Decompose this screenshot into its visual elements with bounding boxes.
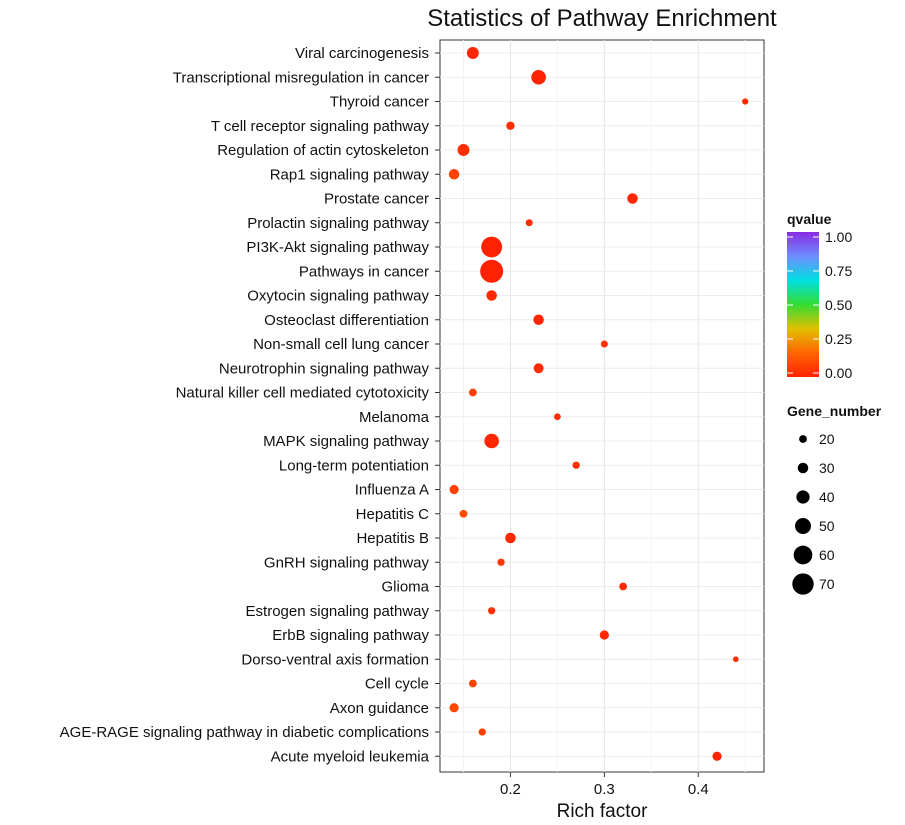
size-legend-dot (792, 573, 814, 595)
y-tick-label: PI3K-Akt signaling pathway (246, 239, 429, 256)
gene-number-legend-label: 60 (819, 547, 835, 563)
gene-number-legend: Gene_number 20 30 40 50 60 70 (787, 403, 882, 595)
size-legend-dot (793, 545, 813, 565)
y-tick-label: T cell receptor signaling pathway (211, 118, 430, 135)
data-point (486, 290, 497, 301)
vertical-grid (462, 40, 746, 772)
data-point (481, 236, 503, 258)
plot-panel (439, 39, 765, 773)
qvalue-legend-label: 0.00 (825, 365, 852, 381)
data-point (457, 144, 470, 156)
gene-number-legend-label: 40 (819, 489, 835, 505)
data-point (488, 607, 496, 615)
data-point (484, 433, 499, 449)
data-point (533, 314, 544, 326)
y-tick-label: Prolactin signaling pathway (247, 215, 429, 232)
qvalue-legend-label: 1.00 (825, 229, 852, 245)
data-point (448, 168, 460, 180)
size-legend-dot (795, 518, 811, 534)
chart-title: Statistics of Pathway Enrichment (427, 5, 777, 32)
gene-number-legend-label: 30 (819, 460, 835, 476)
data-point (627, 193, 638, 204)
gene-number-legend-items: 20 30 40 50 60 70 (792, 431, 835, 595)
y-tick-label: Non-small cell lung cancer (253, 336, 429, 353)
x-tick-label: 0.4 (688, 781, 709, 798)
y-tick-label: Glioma (381, 579, 429, 596)
data-point (449, 484, 459, 495)
qvalue-legend-title: qvalue (787, 211, 832, 227)
data-point (600, 340, 608, 348)
data-point (506, 121, 515, 130)
data-point (505, 532, 516, 544)
y-tick-label: Hepatitis B (356, 530, 429, 547)
data-point (732, 656, 739, 663)
data-point (554, 413, 561, 421)
size-legend-dot (799, 435, 807, 443)
horizontal-grid (440, 52, 764, 757)
y-tick-label: Dorso-ventral axis formation (241, 651, 429, 668)
y-tick-label: Cell cycle (365, 676, 429, 693)
data-point (712, 751, 722, 761)
data-point (533, 363, 544, 374)
y-tick-label: Neurotrophin signaling pathway (219, 360, 430, 377)
y-tick-label: Pathways in cancer (299, 263, 429, 280)
y-tick-label: Regulation of actin cytoskeleton (217, 142, 429, 159)
data-point (459, 509, 468, 518)
data-points (448, 47, 749, 761)
plot-area (439, 39, 765, 773)
size-legend-dot (796, 490, 810, 504)
data-point (599, 630, 609, 640)
qvalue-legend: qvalue 1.00 0.75 0.50 0.25 0.00 (787, 211, 852, 381)
gene-number-legend-label: 50 (819, 518, 835, 534)
data-point (619, 582, 628, 591)
qvalue-legend-label: 0.25 (825, 331, 852, 347)
y-tick-label: Long-term potentiation (279, 457, 429, 474)
y-tick-label: GnRH signaling pathway (264, 554, 430, 571)
gene-number-legend-title: Gene_number (787, 403, 882, 419)
qvalue-legend-label: 0.50 (825, 297, 852, 313)
data-point (478, 728, 486, 736)
gene-number-legend-label: 70 (819, 576, 835, 592)
x-axis-label: Rich factor (557, 801, 648, 822)
y-tick-label: ErbB signaling pathway (272, 627, 429, 644)
y-tick-label: Oxytocin signaling pathway (247, 288, 429, 305)
data-point (742, 98, 749, 105)
y-tick-label: Acute myeloid leukemia (271, 748, 430, 765)
x-tick-label: 0.2 (500, 781, 521, 798)
qvalue-legend-ticks: 1.00 0.75 0.50 0.25 0.00 (787, 229, 852, 381)
data-point (525, 219, 533, 227)
y-tick-label: Hepatitis C (356, 506, 430, 523)
y-tick-label: Transcriptional misregulation in cancer (173, 69, 429, 86)
data-point (449, 703, 459, 713)
qvalue-legend-label: 0.75 (825, 263, 852, 279)
data-point (468, 388, 477, 397)
y-tick-label: Prostate cancer (324, 191, 429, 208)
data-point (497, 558, 505, 566)
gene-number-legend-label: 20 (819, 431, 835, 447)
y-tick-label: MAPK signaling pathway (263, 433, 429, 450)
y-axis-ticks: Viral carcinogenesis Transcriptional misr… (60, 45, 440, 765)
size-legend-dot (797, 462, 809, 474)
x-tick-label: 0.3 (594, 781, 615, 798)
data-point (531, 69, 546, 85)
y-tick-label: Osteoclast differentiation (264, 312, 429, 329)
data-point (466, 47, 479, 59)
y-tick-label: Rap1 signaling pathway (270, 166, 430, 183)
y-tick-label: Influenza A (355, 482, 429, 499)
y-tick-label: Thyroid cancer (330, 94, 429, 111)
y-tick-label: Viral carcinogenesis (295, 45, 429, 62)
y-tick-label: AGE-RAGE signaling pathway in diabetic c… (60, 724, 429, 741)
y-tick-label: Axon guidance (330, 700, 429, 717)
data-point (468, 679, 477, 688)
data-point (480, 259, 504, 283)
y-tick-label: Melanoma (359, 409, 430, 426)
y-tick-label: Natural killer cell mediated cytotoxicit… (176, 385, 430, 402)
data-point (572, 461, 580, 469)
x-axis-ticks: 0.2 0.3 0.4 (500, 772, 709, 798)
y-tick-label: Estrogen signaling pathway (246, 603, 430, 620)
